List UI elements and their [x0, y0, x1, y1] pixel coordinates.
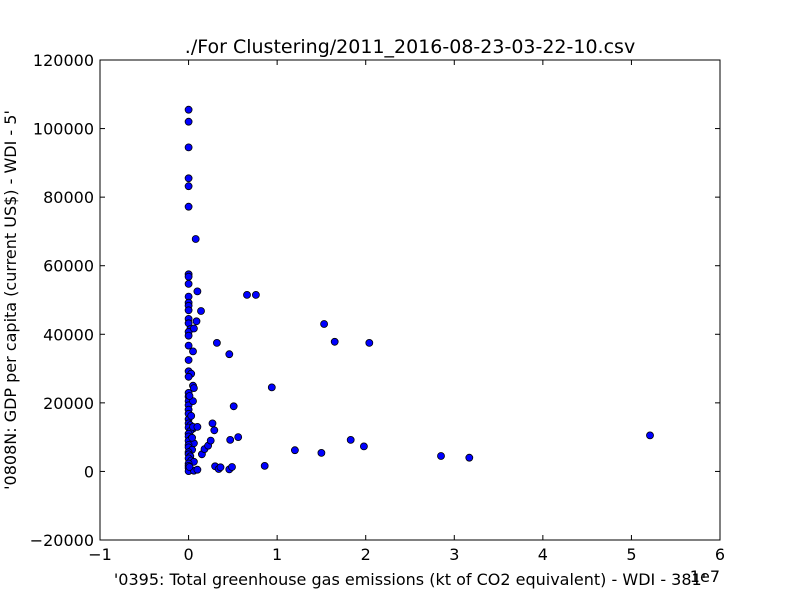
data-point [320, 320, 329, 328]
data-point [184, 117, 193, 126]
data-point [184, 143, 193, 152]
x-tick-label: 1 [272, 545, 282, 564]
data-point [317, 448, 326, 457]
data-point [290, 446, 299, 455]
data-point [206, 436, 215, 445]
data-point [188, 433, 197, 442]
x-tick-label: 2 [361, 545, 371, 564]
data-point [193, 287, 202, 296]
data-point [185, 463, 194, 471]
y-tick-label: 0 [84, 462, 94, 481]
data-point [187, 411, 196, 420]
data-point [228, 463, 236, 471]
data-point [184, 341, 193, 350]
data-point [189, 324, 198, 333]
data-point [267, 383, 276, 392]
data-point [225, 350, 234, 359]
y-tick-label: 60000 [43, 257, 94, 276]
y-tick-label: 20000 [43, 394, 94, 413]
plot-area: −1 0 1 2 3 4 5 6 −20000 0 20000 40000 60000 80000 1000… [30, 51, 725, 564]
x-tick-label: −1 [88, 545, 112, 564]
data-point [184, 331, 193, 340]
data-point [191, 235, 200, 243]
chart-title: ./For Clustering/2011_2016-08-23-03-22-1… [185, 36, 635, 58]
data-point [184, 105, 193, 114]
data-point [184, 174, 193, 183]
data-point [243, 290, 251, 299]
data-point [184, 202, 193, 211]
data-point [226, 435, 235, 444]
data-point [193, 465, 202, 474]
data-point [184, 279, 193, 288]
data-point [216, 463, 225, 472]
data-point [184, 272, 193, 281]
data-point [184, 356, 193, 364]
x-axis-offset-label: 1e7 [690, 567, 720, 586]
data-point [465, 453, 474, 462]
x-tick-label: 3 [449, 545, 459, 564]
data-point [184, 372, 193, 381]
data-point [260, 461, 269, 470]
data-point [189, 384, 198, 393]
data-point [212, 338, 221, 347]
x-tick-label: 4 [538, 545, 548, 564]
data-point [185, 392, 194, 400]
data-point [193, 422, 202, 431]
x-axis-label: '0395: Total greenhouse gas emissions (k… [114, 570, 706, 589]
plot-frame [99, 59, 721, 541]
y-tick-label: −20000 [30, 531, 94, 550]
y-tick-label: 100000 [33, 120, 94, 139]
y-tick-label: 40000 [43, 325, 94, 344]
data-point [359, 442, 368, 451]
x-tick-label: 0 [183, 545, 193, 564]
data-point [184, 306, 193, 315]
x-tick-label: 5 [626, 545, 636, 564]
data-point [208, 419, 217, 428]
y-tick-label: 120000 [33, 51, 94, 70]
data-point [251, 290, 260, 299]
data-point [437, 452, 445, 460]
data-point [197, 307, 205, 315]
data-point [192, 317, 201, 326]
y-tick-label: 80000 [43, 188, 94, 207]
y-axis-label: '0808N: GDP per capita (current US$) - W… [1, 110, 20, 490]
data-point [210, 426, 219, 435]
data-point [365, 338, 374, 347]
x-tick-label: 6 [715, 545, 725, 564]
data-point [234, 433, 243, 442]
data-point [189, 347, 197, 356]
data-point [229, 402, 238, 411]
data-point [346, 435, 355, 444]
data-point [330, 337, 339, 346]
data-point [646, 431, 654, 440]
data-point [184, 182, 193, 191]
